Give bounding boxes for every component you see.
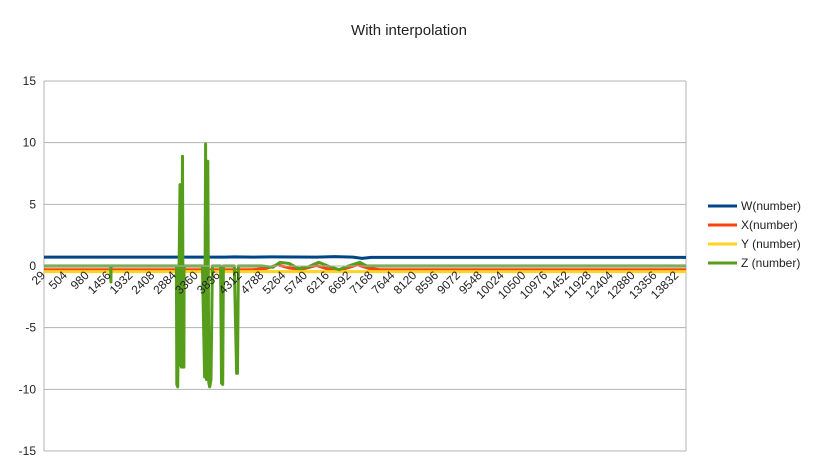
y-tick-label: -5 <box>25 321 36 335</box>
legend-label: X(number) <box>741 218 798 232</box>
legend-label: W(number) <box>741 199 801 213</box>
y-tick-label: 5 <box>29 197 36 211</box>
series-line-znumber <box>44 142 686 389</box>
y-tick-label: 15 <box>23 74 37 88</box>
legend-label: Y (number) <box>741 237 801 251</box>
y-tick-label: -15 <box>19 444 37 458</box>
series-line-xnumber <box>44 263 686 272</box>
chart-title: With interpolation <box>351 22 467 39</box>
y-tick-label: 0 <box>29 259 36 273</box>
y-axis-ticks: 15 10 5 0 -5 -10 -15 <box>19 74 37 458</box>
y-tick-label: -10 <box>19 382 37 396</box>
legend-label: Z (number) <box>741 256 800 270</box>
series-lines <box>44 142 686 389</box>
legend: W(number) X(number) Y (number) Z (number) <box>708 199 801 270</box>
series-line-wnumber <box>44 255 686 260</box>
y-tick-label: 10 <box>23 136 37 150</box>
